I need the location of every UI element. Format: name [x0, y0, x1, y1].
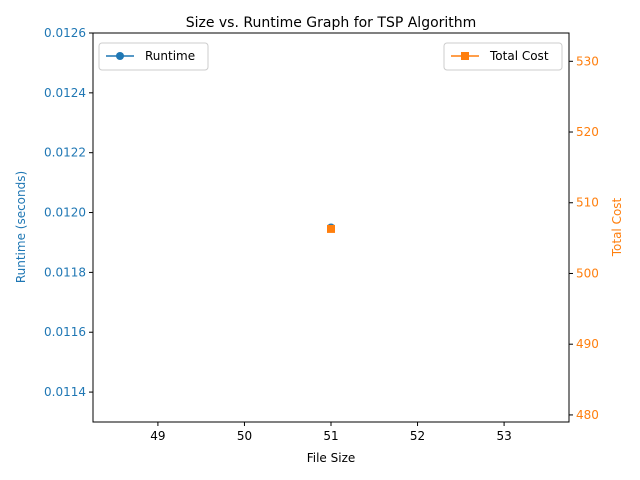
- left-y-tick-label: 0.0122: [44, 146, 86, 160]
- legend-runtime-label: Runtime: [145, 49, 195, 63]
- left-y-tick-label: 0.0118: [44, 265, 86, 279]
- legend-total-cost-label: Total Cost: [489, 49, 549, 63]
- left-y-tick-label: 0.0124: [44, 86, 86, 100]
- left-y-tick-label: 0.0116: [44, 325, 86, 339]
- right-y-tick-label: 500: [576, 266, 599, 280]
- x-tick-label: 53: [496, 429, 511, 443]
- left-y-tick-label: 0.0120: [44, 206, 86, 220]
- right-y-tick-label: 530: [576, 54, 599, 68]
- legend-runtime: Runtime: [98, 42, 209, 71]
- left-y-tick-label: 0.0126: [44, 26, 86, 40]
- left-y-tick-label: 0.0114: [44, 385, 86, 399]
- total-cost-point: [327, 224, 335, 233]
- x-tick-label: 50: [237, 429, 252, 443]
- right-y-tick-label: 520: [576, 125, 599, 139]
- legend-box: [98, 42, 209, 71]
- right-y-axis-label: Total Cost: [610, 197, 624, 257]
- x-tick-label: 52: [410, 429, 425, 443]
- series-layer: [327, 223, 335, 233]
- right-y-tick-label: 510: [576, 196, 599, 210]
- x-tick-label: 49: [150, 429, 165, 443]
- legend-runtime-marker: [116, 52, 124, 60]
- left-y-axis-label: Runtime (seconds): [14, 171, 28, 283]
- left-y-axis-ticks: 0.0114 0.0116 0.0118 0.0120 0.0122 0.0124 0.01…: [44, 26, 93, 399]
- legend-box: [443, 42, 563, 71]
- right-y-tick-label: 490: [576, 337, 599, 351]
- x-tick-label: 51: [323, 429, 338, 443]
- chart-title: Size vs. Runtime Graph for TSP Algorithm: [186, 15, 477, 31]
- x-axis-ticks: 49 50 51 52 53: [150, 422, 512, 443]
- legend-total-cost-marker: [461, 52, 469, 60]
- right-y-axis-ticks: 480 490 500 510 520 530: [569, 54, 599, 422]
- x-axis-label: File Size: [307, 451, 356, 465]
- right-y-tick-label: 480: [576, 408, 599, 422]
- legend-total-cost: Total Cost: [443, 42, 563, 71]
- plot-frame: [92, 32, 570, 423]
